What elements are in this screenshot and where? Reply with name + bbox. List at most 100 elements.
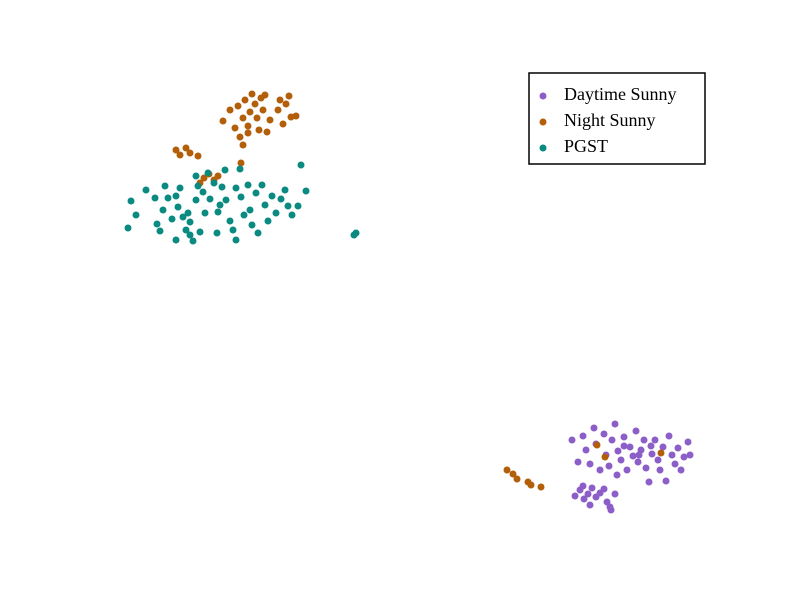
point <box>182 226 190 234</box>
point <box>239 114 247 122</box>
point <box>674 444 682 452</box>
point <box>232 184 240 192</box>
point <box>234 102 242 110</box>
point <box>647 442 655 450</box>
point <box>527 481 535 489</box>
point <box>662 477 670 485</box>
point <box>623 466 631 474</box>
point <box>159 206 167 214</box>
point <box>258 181 266 189</box>
point <box>590 424 598 432</box>
point <box>288 211 296 219</box>
point <box>537 483 545 491</box>
point <box>586 501 594 509</box>
point <box>620 433 628 441</box>
point <box>168 215 176 223</box>
point <box>677 466 685 474</box>
point <box>574 458 582 466</box>
point <box>156 227 164 235</box>
point <box>231 124 239 132</box>
point <box>172 192 180 200</box>
point <box>174 203 182 211</box>
point <box>184 209 192 217</box>
point <box>237 193 245 201</box>
point <box>302 187 310 195</box>
point <box>626 443 634 451</box>
point <box>263 128 271 136</box>
point <box>284 202 292 210</box>
legend-label: Daytime Sunny <box>564 84 677 104</box>
point <box>277 195 285 203</box>
point <box>232 236 240 244</box>
point <box>164 194 172 202</box>
point <box>509 470 517 478</box>
point <box>261 91 269 99</box>
point <box>632 427 640 435</box>
point <box>246 206 254 214</box>
point <box>252 189 260 197</box>
point <box>176 151 184 159</box>
point <box>580 495 588 503</box>
point <box>222 196 230 204</box>
point <box>608 436 616 444</box>
point <box>600 430 608 438</box>
point <box>236 133 244 141</box>
point <box>218 183 226 191</box>
point <box>179 213 187 221</box>
point <box>651 436 659 444</box>
point <box>237 159 245 167</box>
point <box>264 217 272 225</box>
point <box>292 112 300 120</box>
point <box>244 181 252 189</box>
legend-marker <box>539 118 547 126</box>
point <box>226 106 234 114</box>
point <box>659 443 667 451</box>
point <box>239 141 247 149</box>
point <box>186 149 194 157</box>
point <box>513 475 521 483</box>
point <box>613 471 621 479</box>
point <box>244 129 252 137</box>
point <box>219 117 227 125</box>
point <box>201 209 209 217</box>
point <box>127 197 135 205</box>
point <box>571 492 579 500</box>
point <box>172 236 180 244</box>
point <box>671 460 679 468</box>
point <box>665 432 673 440</box>
point <box>611 420 619 428</box>
point <box>276 96 284 104</box>
point <box>186 231 194 239</box>
point <box>186 218 194 226</box>
point <box>204 169 212 177</box>
point <box>285 92 293 100</box>
point <box>253 114 261 122</box>
point <box>266 116 274 124</box>
legend-label: Night Sunny <box>564 110 656 130</box>
legend-marker <box>539 144 547 152</box>
point <box>124 224 132 232</box>
point <box>568 436 576 444</box>
point <box>192 196 200 204</box>
point <box>642 464 650 472</box>
point <box>586 460 594 468</box>
point <box>620 442 628 450</box>
point <box>194 152 202 160</box>
point <box>142 186 150 194</box>
point <box>579 482 587 490</box>
point <box>241 96 249 104</box>
point <box>216 201 224 209</box>
point <box>268 192 276 200</box>
point <box>579 432 587 440</box>
point <box>600 485 608 493</box>
point <box>614 447 622 455</box>
point <box>153 220 161 228</box>
point <box>281 186 289 194</box>
point <box>668 451 676 459</box>
legend-box <box>528 72 706 165</box>
point <box>213 229 221 237</box>
point <box>611 490 619 498</box>
point <box>210 179 218 187</box>
point <box>206 195 214 203</box>
